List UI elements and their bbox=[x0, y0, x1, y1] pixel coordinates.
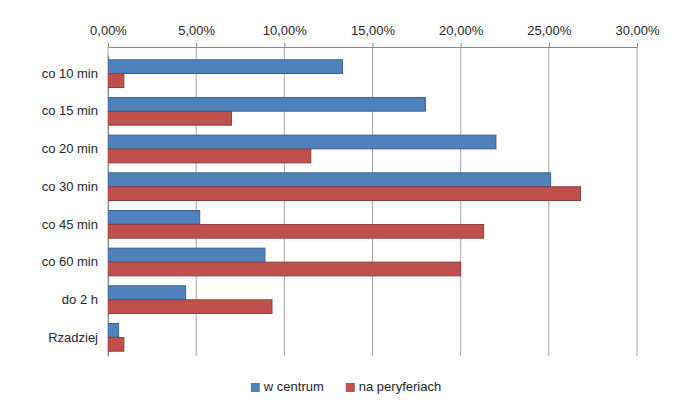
axis-line bbox=[109, 47, 638, 48]
grid-line bbox=[460, 47, 461, 356]
tick-mark bbox=[373, 43, 374, 47]
tick-mark bbox=[461, 43, 462, 47]
category-label: co 60 min bbox=[42, 254, 98, 269]
tick-label: 10,00% bbox=[263, 23, 308, 38]
bar bbox=[108, 74, 124, 88]
category-label: do 2 h bbox=[62, 292, 98, 307]
bar bbox=[108, 210, 200, 224]
grid-line bbox=[372, 47, 373, 356]
tick: co 20 min bbox=[42, 141, 108, 156]
tick-label: 0,00% bbox=[90, 23, 127, 38]
category-label: co 10 min bbox=[42, 66, 98, 81]
tick-mark bbox=[637, 43, 638, 47]
bar bbox=[108, 324, 119, 338]
tick-label: 25,00% bbox=[527, 23, 572, 38]
tick: Rzadziej bbox=[48, 330, 108, 345]
category-label: co 45 min bbox=[42, 216, 98, 231]
bar bbox=[108, 60, 343, 74]
y-axis: co 10 min co 15 min co 20 min co 30 min co 4… bbox=[42, 56, 109, 357]
tick: 15,00% bbox=[351, 23, 396, 47]
bar bbox=[108, 187, 581, 201]
bar bbox=[108, 135, 496, 149]
grid-line bbox=[637, 47, 638, 356]
bar bbox=[108, 149, 311, 163]
tick: 20,00% bbox=[439, 23, 484, 47]
tick-label: 30,00% bbox=[615, 23, 660, 38]
bar bbox=[108, 173, 551, 187]
legend-item: na peryferiach bbox=[346, 379, 441, 394]
bar bbox=[108, 111, 231, 125]
series bbox=[108, 74, 581, 351]
bar bbox=[108, 262, 461, 276]
bars bbox=[108, 60, 581, 351]
tick: 30,00% bbox=[615, 23, 660, 47]
tick-label: 5,00% bbox=[178, 23, 215, 38]
tick-mark bbox=[108, 43, 109, 47]
bar bbox=[108, 248, 265, 262]
grid-line bbox=[548, 47, 549, 356]
category-label: co 20 min bbox=[42, 141, 98, 156]
tick: co 45 min bbox=[42, 216, 108, 231]
bar bbox=[108, 286, 186, 300]
legend-swatch bbox=[346, 383, 355, 392]
legend: w centrum na peryferiach bbox=[251, 379, 441, 394]
tick: co 15 min bbox=[42, 103, 108, 118]
tick: 0,00% bbox=[90, 23, 127, 47]
tick-label: 15,00% bbox=[351, 23, 396, 38]
tick-mark bbox=[284, 43, 285, 47]
tick: co 30 min bbox=[42, 179, 108, 194]
tick: co 10 min bbox=[42, 66, 108, 81]
tick: co 60 min bbox=[42, 254, 108, 269]
chart: 0,00% 5,00% 10,00% 15,00% 20,00% 25,00% 30,00%… bbox=[0, 0, 692, 416]
tick: 10,00% bbox=[263, 23, 308, 47]
tick: 25,00% bbox=[527, 23, 572, 47]
bar bbox=[108, 300, 272, 314]
bar bbox=[108, 337, 124, 351]
tick-mark bbox=[196, 43, 197, 47]
grid bbox=[108, 47, 637, 356]
x-axis: 0,00% 5,00% 10,00% 15,00% 20,00% 25,00% 30,00% bbox=[90, 23, 660, 48]
tick-mark bbox=[549, 43, 550, 47]
legend-label: na peryferiach bbox=[359, 379, 441, 394]
tick-label: 20,00% bbox=[439, 23, 484, 38]
grid-line bbox=[284, 47, 285, 356]
legend-item: w centrum bbox=[251, 379, 324, 394]
tick: 5,00% bbox=[178, 23, 215, 47]
legend-swatch bbox=[251, 383, 260, 392]
category-label: co 15 min bbox=[42, 103, 98, 118]
bar bbox=[108, 224, 484, 238]
legend-label: w centrum bbox=[263, 379, 324, 394]
category-label: co 30 min bbox=[42, 179, 98, 194]
category-label: Rzadziej bbox=[48, 330, 98, 345]
bar bbox=[108, 97, 425, 111]
tick: do 2 h bbox=[62, 292, 108, 307]
